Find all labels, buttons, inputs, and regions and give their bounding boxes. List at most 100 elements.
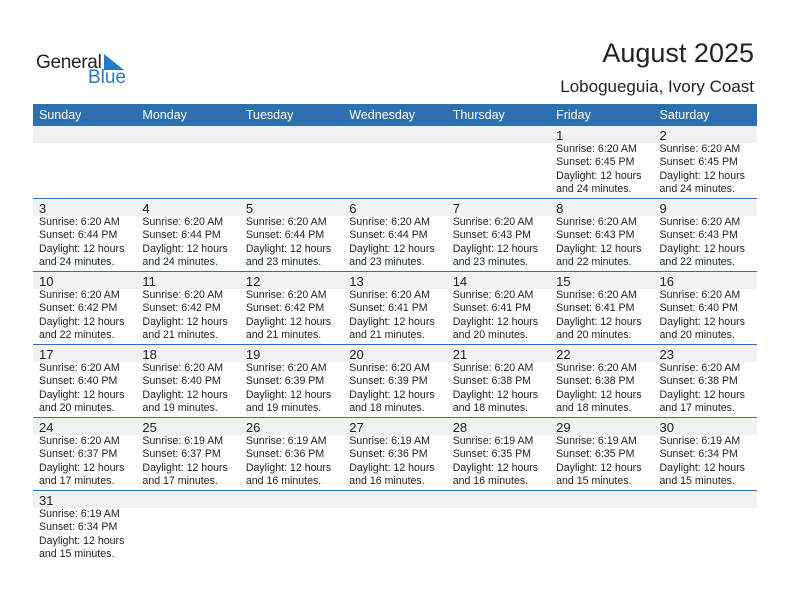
sunrise-text: Sunrise: 6:20 AM — [142, 289, 224, 301]
calendar-week: 3 Sunrise: 6:20 AM Sunset: 6:44 PM Daylight… — [33, 199, 757, 272]
day-number-band — [33, 345, 137, 362]
day-cell: 21 Sunrise: 6:20 AM Sunset: 6:38 PM Dayligh… — [446, 345, 551, 417]
sunset-text: Sunset: 6:44 PM — [349, 229, 428, 242]
empty-cell — [136, 126, 240, 198]
day-cell: 7 Sunrise: 6:20 AM Sunset: 6:43 PM Daylight… — [446, 199, 551, 271]
location-subtitle: Lobogueguia, Ivory Coast — [560, 77, 754, 96]
daylight-text: Daylight: 12 hours — [39, 242, 125, 255]
daylight-text: Daylight: 12 hours — [142, 461, 228, 474]
daylight-minutes-text: and 18 minutes. — [556, 402, 632, 415]
weekday-tuesday: Tuesday — [245, 108, 294, 122]
sunset-text: Sunset: 6:41 PM — [349, 302, 428, 315]
daylight-text: Daylight: 12 hours — [659, 461, 745, 474]
day-number: 16 — [659, 274, 674, 289]
day-number-band — [653, 491, 757, 508]
day-number: 24 — [39, 420, 54, 435]
daylight-text: Daylight: 12 hours — [659, 169, 745, 182]
daylight-text: Daylight: 12 hours — [556, 315, 642, 328]
day-cell: 10 Sunrise: 6:20 AM Sunset: 6:42 PM Dayligh… — [33, 272, 137, 344]
day-cell: 11 Sunrise: 6:20 AM Sunset: 6:42 PM Dayligh… — [136, 272, 240, 344]
sunrise-text: Sunrise: 6:20 AM — [452, 216, 534, 228]
day-number: 11 — [142, 274, 156, 289]
day-number: 22 — [556, 347, 571, 362]
daylight-text: Daylight: 12 hours — [556, 169, 642, 182]
daylight-minutes-text: and 17 minutes. — [659, 402, 735, 415]
sunset-text: Sunset: 6:43 PM — [659, 229, 738, 242]
day-number-band — [136, 272, 240, 289]
day-number-band — [653, 418, 757, 435]
day-number: 6 — [349, 201, 357, 216]
day-number-band — [550, 126, 654, 143]
day-number: 21 — [452, 347, 468, 362]
sunset-text: Sunset: 6:36 PM — [245, 448, 325, 461]
day-number-band — [343, 418, 447, 435]
sunrise-text: Sunrise: 6:20 AM — [556, 143, 637, 155]
sunrise-text: Sunrise: 6:20 AM — [556, 216, 637, 228]
sunset-text: Sunset: 6:43 PM — [556, 229, 635, 242]
day-number-band — [33, 272, 137, 289]
empty-cell — [343, 126, 447, 198]
day-cell: 6 Sunrise: 6:20 AM Sunset: 6:44 PM Daylight… — [343, 199, 447, 271]
day-cell: 8 Sunrise: 6:20 AM Sunset: 6:43 PM Daylight… — [550, 199, 654, 271]
day-number: 15 — [556, 274, 571, 289]
day-cell: 22 Sunrise: 6:20 AM Sunset: 6:38 PM Dayligh… — [550, 345, 654, 417]
daylight-minutes-text: and 20 minutes. — [452, 329, 529, 342]
day-cell: 25 Sunrise: 6:19 AM Sunset: 6:37 PM Dayligh… — [136, 418, 240, 490]
daylight-text: Daylight: 12 hours — [245, 461, 332, 474]
sunrise-text: Sunrise: 6:19 AM — [659, 435, 741, 447]
calendar-week: 24 Sunrise: 6:20 AM Sunset: 6:37 PM Dayligh… — [33, 418, 757, 491]
day-number-band — [343, 491, 447, 508]
day-number-band — [33, 199, 137, 216]
daylight-minutes-text: and 17 minutes. — [39, 475, 115, 488]
day-number: 25 — [142, 420, 157, 435]
day-number: 30 — [659, 420, 674, 435]
day-number-band — [550, 418, 654, 435]
daylight-minutes-text: and 18 minutes. — [349, 402, 425, 415]
day-number-band — [239, 418, 344, 435]
sunrise-text: Sunrise: 6:19 AM — [245, 435, 327, 447]
weekday-thursday: Thursday — [452, 108, 505, 122]
sunset-text: Sunset: 6:34 PM — [659, 448, 738, 461]
empty-cell — [136, 491, 240, 563]
day-cell: 14 Sunrise: 6:20 AM Sunset: 6:41 PM Dayligh… — [446, 272, 551, 344]
daylight-minutes-text: and 18 minutes. — [452, 402, 529, 415]
logo-triangle-icon — [104, 54, 124, 70]
daylight-minutes-text: and 24 minutes. — [39, 256, 115, 269]
sunset-text: Sunset: 6:35 PM — [452, 448, 532, 461]
day-number-band — [550, 491, 654, 508]
sunrise-text: Sunrise: 6:20 AM — [39, 435, 120, 447]
day-number-band — [653, 345, 757, 362]
day-cell: 5 Sunrise: 6:20 AM Sunset: 6:44 PM Daylight… — [239, 199, 344, 271]
day-cell: 31 Sunrise: 6:19 AM Sunset: 6:34 PM Dayligh… — [33, 491, 137, 563]
sunrise-text: Sunrise: 6:20 AM — [349, 216, 430, 228]
day-cell: 24 Sunrise: 6:20 AM Sunset: 6:37 PM Dayligh… — [33, 418, 137, 490]
calendar-grid: Sunday Monday Tuesday Wednesday Thursday Frid… — [33, 104, 757, 563]
sunset-text: Sunset: 6:38 PM — [659, 375, 738, 388]
day-number-band — [239, 272, 344, 289]
sunset-text: Sunset: 6:43 PM — [452, 229, 532, 242]
daylight-text: Daylight: 12 hours — [39, 315, 125, 328]
daylight-minutes-text: and 19 minutes. — [245, 402, 322, 415]
sunset-text: Sunset: 6:41 PM — [452, 302, 532, 315]
logo-word-blue: Blue — [88, 67, 127, 88]
sunrise-text: Sunrise: 6:20 AM — [349, 289, 430, 301]
logo-word-general: General — [36, 52, 102, 73]
day-number: 10 — [39, 274, 54, 289]
day-number-band — [653, 199, 757, 216]
day-number-band — [446, 199, 551, 216]
daylight-text: Daylight: 12 hours — [452, 388, 539, 401]
sunrise-text: Sunrise: 6:19 AM — [142, 435, 224, 447]
day-number: 18 — [142, 347, 157, 362]
day-number: 12 — [245, 274, 261, 289]
day-number: 29 — [556, 420, 571, 435]
daylight-text: Daylight: 12 hours — [39, 534, 125, 547]
daylight-minutes-text: and 15 minutes. — [39, 548, 115, 561]
day-cell: 1 Sunrise: 6:20 AM Sunset: 6:45 PM Daylight… — [550, 126, 654, 198]
sunset-text: Sunset: 6:38 PM — [452, 375, 532, 388]
weekday-saturday: Saturday — [659, 108, 710, 122]
daylight-minutes-text: and 15 minutes. — [659, 475, 735, 488]
day-cell: 2 Sunrise: 6:20 AM Sunset: 6:45 PM Daylight… — [653, 126, 757, 198]
day-number-band — [446, 272, 551, 289]
day-number: 5 — [245, 201, 254, 216]
daylight-minutes-text: and 22 minutes. — [556, 256, 632, 269]
